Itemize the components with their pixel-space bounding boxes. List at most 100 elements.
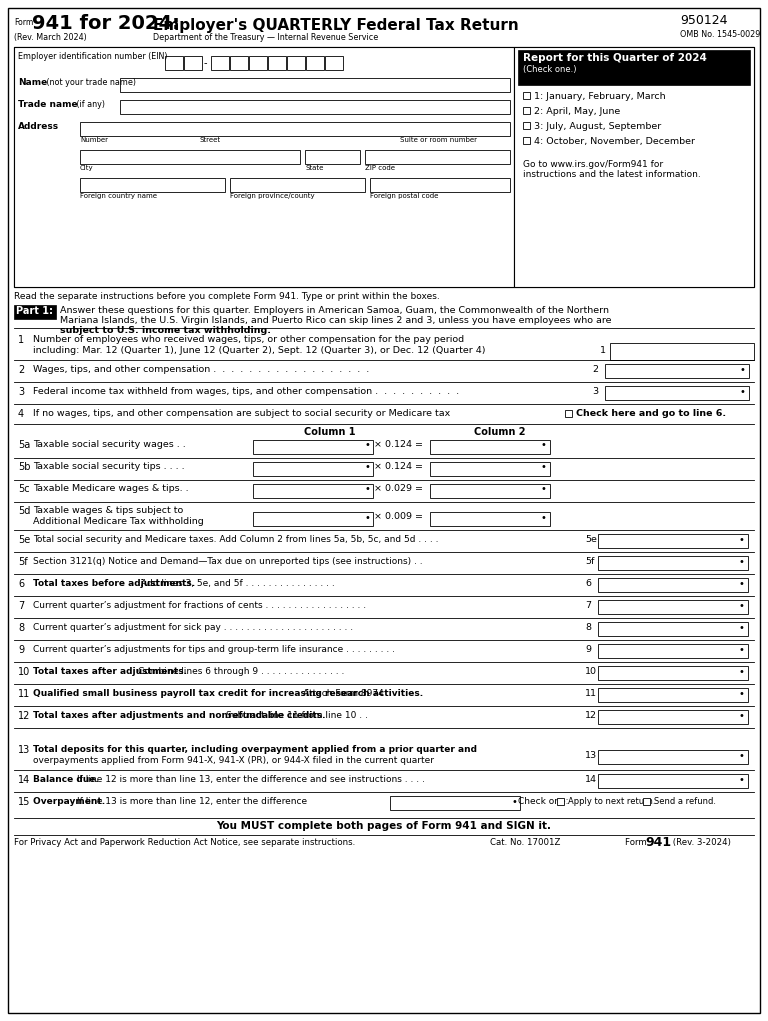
Text: If line 13 is more than line 12, enter the difference: If line 13 is more than line 12, enter t… (77, 797, 307, 806)
Bar (514, 47, 754, 287)
Text: 1: 1 (600, 346, 606, 355)
Text: Form: Form (625, 838, 650, 847)
Text: Foreign country name: Foreign country name (80, 193, 157, 199)
Text: •: • (540, 513, 546, 523)
Text: 9: 9 (585, 645, 591, 654)
Bar (518, 50, 750, 85)
Text: If no wages, tips, and other compensation are subject to social security or Medi: If no wages, tips, and other compensatio… (33, 409, 450, 418)
Text: 7: 7 (18, 601, 25, 611)
Text: 15: 15 (18, 797, 31, 807)
Text: Number of employees who received wages, tips, or other compensation for the pay : Number of employees who received wages, … (33, 335, 464, 344)
Text: Column 1: Column 1 (304, 427, 356, 437)
Text: Taxable wages & tips subject to: Taxable wages & tips subject to (33, 506, 184, 515)
Text: •: • (540, 484, 546, 494)
Bar (211, 56, 229, 70)
Text: •: • (738, 557, 744, 567)
Text: Part 1:: Part 1: (16, 306, 53, 317)
Text: Form: Form (14, 18, 33, 27)
Bar (120, 100, 510, 114)
Text: Total taxes after adjustments.: Total taxes after adjustments. (33, 667, 190, 676)
Bar (287, 56, 305, 70)
Text: 1: 1 (18, 335, 24, 345)
Bar (598, 750, 748, 764)
Bar (120, 78, 510, 92)
Text: × 0.124 =: × 0.124 = (374, 440, 423, 449)
Text: Column 2: Column 2 (475, 427, 526, 437)
Text: •: • (738, 751, 744, 761)
Bar (598, 578, 748, 592)
Text: •: • (739, 387, 745, 397)
Text: Subtract line 11 from line 10 . .: Subtract line 11 from line 10 . . (226, 711, 368, 720)
Text: •: • (364, 484, 370, 494)
Text: You MUST complete both pages of Form 941 and SIGN it.: You MUST complete both pages of Form 941… (217, 821, 551, 831)
Text: •: • (364, 513, 370, 523)
Text: Street: Street (200, 137, 221, 143)
Bar (184, 56, 202, 70)
Text: 7: 7 (585, 601, 591, 610)
Bar (390, 796, 520, 810)
Bar (430, 484, 550, 498)
Text: 6: 6 (585, 579, 591, 588)
Text: Apply to next return.: Apply to next return. (568, 797, 656, 806)
Text: Trade name: Trade name (18, 100, 78, 109)
Text: 5f: 5f (585, 557, 594, 566)
Bar (598, 644, 748, 658)
Text: Go to www.irs.gov/Form941 for
instructions and the latest information.: Go to www.irs.gov/Form941 for instructio… (523, 160, 700, 180)
Text: Taxable social security wages . .: Taxable social security wages . . (33, 440, 186, 449)
Text: 6: 6 (18, 579, 24, 589)
Text: •: • (511, 797, 517, 807)
Text: •: • (738, 623, 744, 633)
Bar (230, 56, 248, 70)
Text: Employer's QUARTERLY Federal Tax Return: Employer's QUARTERLY Federal Tax Return (153, 18, 518, 33)
Bar (253, 461, 373, 476)
Text: 1: January, February, March: 1: January, February, March (534, 92, 666, 101)
Text: •: • (364, 461, 370, 472)
Text: 3: 3 (592, 387, 598, 396)
Bar (598, 688, 748, 702)
Text: Send a refund.: Send a refund. (654, 797, 716, 806)
Bar (253, 512, 373, 526)
Text: Overpayment.: Overpayment. (33, 797, 108, 806)
Text: 13: 13 (585, 751, 598, 760)
Bar (268, 56, 286, 70)
Bar (325, 56, 343, 70)
Text: •: • (738, 579, 744, 589)
Text: Current quarter’s adjustments for tips and group-term life insurance . . . . . .: Current quarter’s adjustments for tips a… (33, 645, 395, 654)
Text: •: • (738, 601, 744, 611)
Bar (80, 150, 300, 164)
Text: 5d: 5d (18, 506, 31, 516)
Text: Check here and go to line 6.: Check here and go to line 6. (576, 409, 726, 418)
Text: Section 3121(q) Notice and Demand—Tax due on unreported tips (see instructions) : Section 3121(q) Notice and Demand—Tax du… (33, 557, 422, 566)
Text: × 0.029 =: × 0.029 = (374, 484, 423, 493)
Text: subject to U.S. income tax withholding.: subject to U.S. income tax withholding. (60, 326, 271, 335)
Text: Qualified small business payroll tax credit for increasing research activities.: Qualified small business payroll tax cre… (33, 689, 426, 698)
Text: 12: 12 (18, 711, 31, 721)
Text: Total social security and Medicare taxes. Add Column 2 from lines 5a, 5b, 5c, an: Total social security and Medicare taxes… (33, 535, 439, 544)
Text: 5e: 5e (585, 535, 597, 544)
Text: including: Mar. 12 (Quarter 1), June 12 (Quarter 2), Sept. 12 (Quarter 3), or De: including: Mar. 12 (Quarter 1), June 12 … (33, 346, 485, 355)
Text: 3: July, August, September: 3: July, August, September (534, 121, 661, 131)
Text: 12: 12 (585, 711, 597, 720)
Text: Cat. No. 17001Z: Cat. No. 17001Z (490, 838, 561, 847)
Text: 5f: 5f (18, 557, 28, 567)
Text: Check one:: Check one: (518, 797, 568, 806)
Text: Total taxes before adjustments.: Total taxes before adjustments. (33, 579, 198, 588)
Bar (305, 150, 360, 164)
Text: 11: 11 (18, 689, 30, 699)
Bar (365, 150, 510, 164)
Text: Name: Name (18, 78, 48, 87)
Text: 8: 8 (18, 623, 24, 633)
Text: Suite or room number: Suite or room number (400, 137, 477, 143)
Text: •: • (540, 461, 546, 472)
Text: •: • (738, 711, 744, 721)
Text: 2: 2 (592, 364, 598, 374)
Text: 8: 8 (585, 623, 591, 632)
Text: •: • (739, 364, 745, 375)
Text: Additional Medicare Tax withholding: Additional Medicare Tax withholding (33, 517, 204, 526)
Bar (14, 47, 754, 287)
Text: 4: October, November, December: 4: October, November, December (534, 137, 695, 146)
Text: 5a: 5a (18, 440, 30, 450)
Bar (230, 178, 365, 192)
Text: (if any): (if any) (74, 100, 105, 109)
Text: Balance due.: Balance due. (33, 775, 102, 784)
